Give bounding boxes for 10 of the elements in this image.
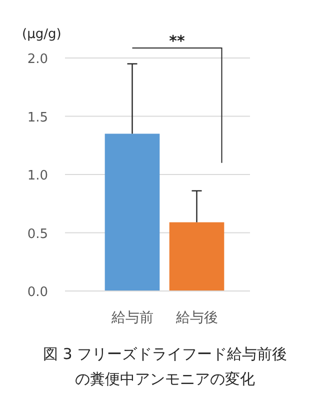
y-axis-title: (µg/g): [22, 27, 62, 42]
text: 図 3 フリーズドライフード給与前後の糞便中アンモニアの変化: [42, 344, 288, 390]
y-tick-label: 1.5: [27, 110, 48, 126]
y-tick-label: 1.0: [27, 168, 48, 184]
x-tick-label: 給与前: [110, 310, 154, 326]
y-tick-label: 2.0: [27, 52, 48, 67]
text: **: [169, 32, 185, 50]
y-tick-label: 0.0: [27, 285, 48, 300]
y-tick-label: 0.5: [27, 226, 48, 242]
x-tick-label: 給与後: [174, 310, 218, 326]
